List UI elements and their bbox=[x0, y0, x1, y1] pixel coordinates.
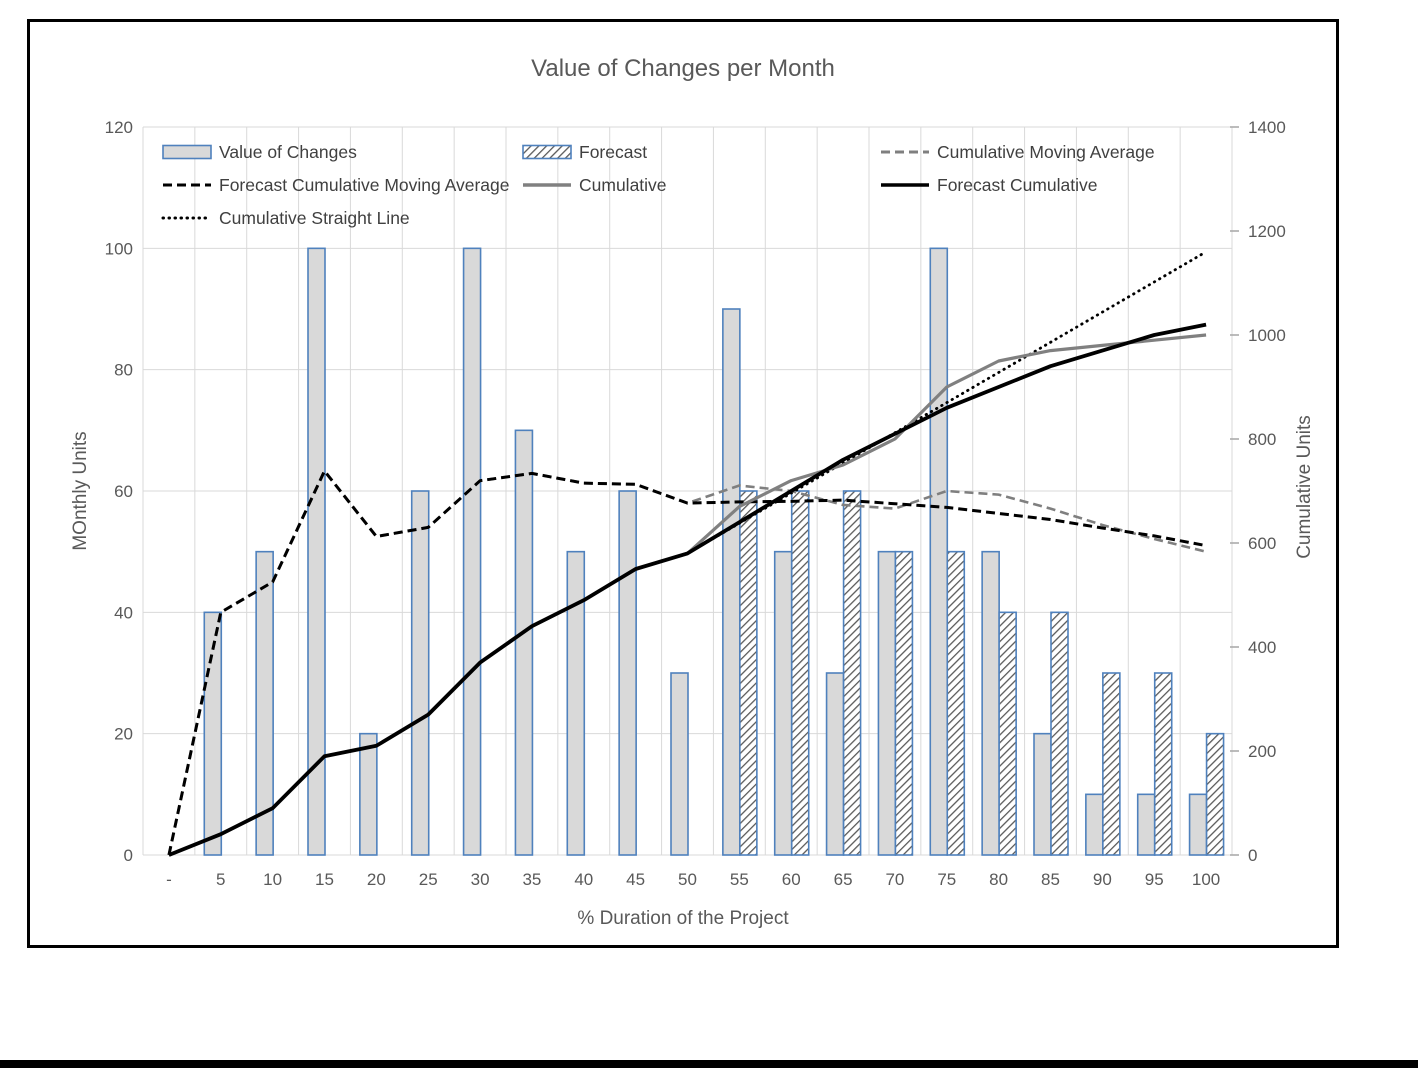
forecast-bar bbox=[1205, 732, 1225, 856]
right-tick-label: 0 bbox=[1248, 846, 1257, 865]
value-bar bbox=[618, 490, 637, 856]
right-tick-label: 200 bbox=[1248, 742, 1276, 761]
legend-label: Cumulative Straight Line bbox=[219, 208, 410, 228]
legend-item: Cumulative bbox=[523, 175, 667, 195]
x-tick-label: 60 bbox=[782, 870, 801, 889]
chart-canvas: - 5 10 15 20 25 30 35 40 45 50 55 60 65 70 75 80 85 90 95 10… bbox=[27, 19, 1339, 948]
x-tick-label: 30 bbox=[471, 870, 490, 889]
line-forecast-cumulative bbox=[168, 322, 1207, 857]
value-bar bbox=[929, 247, 949, 856]
value-bar bbox=[670, 672, 689, 856]
forecast-bar bbox=[946, 550, 966, 856]
bar-legend-swatch bbox=[162, 144, 212, 160]
legend-label: Cumulative bbox=[579, 175, 667, 195]
line-forecast-cumulative-moving-average bbox=[167, 469, 1207, 856]
x-tick-label: 65 bbox=[834, 870, 853, 889]
forecast-bar bbox=[739, 490, 758, 856]
forecast-bar bbox=[842, 490, 862, 856]
value-bar bbox=[1136, 793, 1156, 856]
x-tick-label: 35 bbox=[522, 870, 541, 889]
forecast-bar bbox=[894, 550, 914, 856]
right-tick-label: 1000 bbox=[1248, 326, 1286, 345]
value-bar bbox=[722, 308, 741, 856]
x-tick-label: 90 bbox=[1093, 870, 1112, 889]
value-bar bbox=[359, 732, 378, 856]
legend-label: Cumulative Moving Average bbox=[937, 142, 1155, 162]
value-bar bbox=[877, 550, 897, 856]
x-tick-label: 10 bbox=[263, 870, 282, 889]
value-bar bbox=[825, 672, 845, 856]
legend-label: Value of Changes bbox=[219, 142, 357, 162]
bars-forecast bbox=[739, 490, 1225, 856]
x-tick-label: 25 bbox=[419, 870, 438, 889]
line-cumulative-straight-line bbox=[686, 250, 1208, 555]
value-bar bbox=[566, 550, 586, 856]
value-bar bbox=[1085, 793, 1104, 856]
legend-label: Forecast bbox=[579, 142, 647, 162]
legend-item: Cumulative Straight Line bbox=[161, 208, 410, 228]
left-tick-label: 40 bbox=[114, 603, 133, 622]
legend-item: Forecast Cumulative bbox=[881, 175, 1097, 195]
value-bar bbox=[462, 247, 482, 856]
value-bar bbox=[1033, 732, 1052, 856]
right-axis-labels: 0 200 400 600 800 1000 1200 1400 bbox=[1248, 118, 1286, 865]
value-bar bbox=[981, 550, 1000, 856]
x-axis-labels: - 5 10 15 20 25 30 35 40 45 50 55 60 65 70 75 80 85 90 95 10… bbox=[166, 870, 1220, 889]
chart-frame: - 5 10 15 20 25 30 35 40 45 50 55 60 65 70 75 80 85 90 95 10… bbox=[27, 19, 1339, 948]
right-tick-label: 400 bbox=[1248, 638, 1276, 657]
forecast-bar bbox=[1102, 672, 1121, 856]
left-tick-label: 120 bbox=[105, 118, 133, 137]
x-tick-label: 45 bbox=[626, 870, 645, 889]
x-tick-label: 20 bbox=[367, 870, 386, 889]
left-tick-label: 60 bbox=[114, 482, 133, 501]
x-tick-label: 85 bbox=[1041, 870, 1060, 889]
value-bar bbox=[255, 550, 274, 856]
value-bar bbox=[773, 550, 793, 856]
x-tick-label: 75 bbox=[937, 870, 956, 889]
legend-label: Forecast Cumulative bbox=[937, 175, 1097, 195]
legend-item: Cumulative Moving Average bbox=[881, 142, 1155, 162]
forecast-bar bbox=[790, 490, 810, 856]
hatch-legend-swatch bbox=[522, 144, 572, 160]
left-tick-label: 0 bbox=[124, 846, 133, 865]
left-tick-label: 80 bbox=[114, 361, 133, 380]
left-axis-labels: 0 20 40 60 80 100 120 bbox=[105, 118, 133, 865]
right-tick-label: 1200 bbox=[1248, 222, 1286, 241]
x-tick-label: 70 bbox=[885, 870, 904, 889]
left-tick-label: 100 bbox=[105, 239, 133, 258]
legend-item: Forecast Cumulative Moving Average bbox=[163, 175, 510, 195]
legend-label: Forecast Cumulative Moving Average bbox=[219, 175, 510, 195]
x-tick-label: - bbox=[166, 870, 172, 889]
right-tick-label: 600 bbox=[1248, 534, 1276, 553]
value-bar bbox=[514, 429, 534, 856]
x-tick-label: 55 bbox=[730, 870, 749, 889]
forecast-bar bbox=[998, 611, 1017, 856]
legend: Value of Changes Forecast Cumulative Movin… bbox=[161, 142, 1155, 228]
value-bar bbox=[307, 247, 326, 856]
chart-border bbox=[27, 19, 1339, 948]
value-bar bbox=[1188, 793, 1208, 856]
x-tick-label: 80 bbox=[989, 870, 1008, 889]
bottom-black-bar bbox=[0, 1060, 1418, 1068]
x-tick-label: 95 bbox=[1145, 870, 1164, 889]
value-bar bbox=[410, 490, 430, 856]
forecast-bar bbox=[1153, 672, 1173, 856]
right-tick-label: 1400 bbox=[1248, 118, 1286, 137]
x-tick-label: 5 bbox=[216, 870, 225, 889]
left-tick-label: 20 bbox=[114, 725, 133, 744]
forecast-bar bbox=[1050, 611, 1069, 856]
right-axis-ticks bbox=[1230, 126, 1239, 856]
legend-item: Forecast bbox=[522, 142, 647, 162]
x-tick-label: 40 bbox=[574, 870, 593, 889]
x-tick-label: 15 bbox=[315, 870, 334, 889]
x-tick-label: 50 bbox=[678, 870, 697, 889]
right-tick-label: 800 bbox=[1248, 430, 1276, 449]
legend-item: Value of Changes bbox=[162, 142, 357, 162]
x-tick-label: 100 bbox=[1192, 870, 1220, 889]
